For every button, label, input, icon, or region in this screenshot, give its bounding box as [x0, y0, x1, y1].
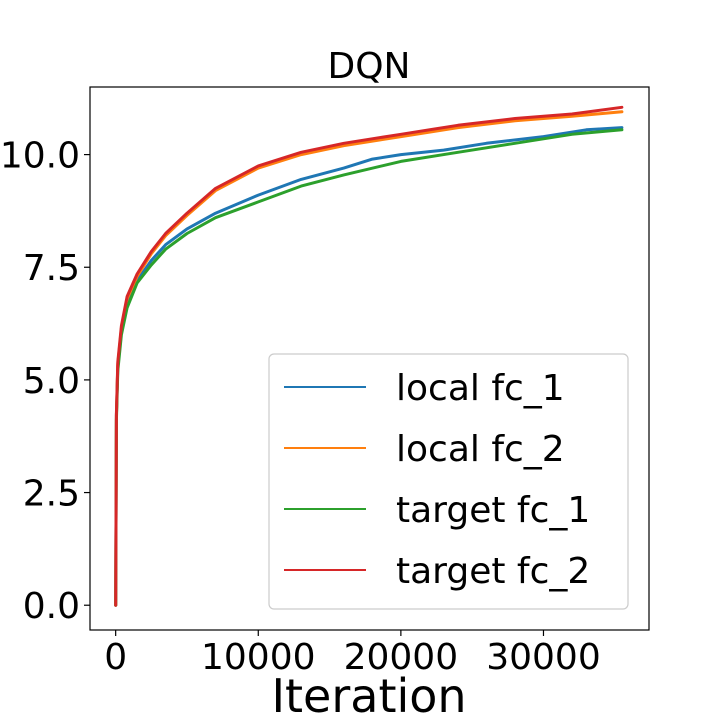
x-axis-ticks: 0 10000 20000 30000 [104, 630, 601, 678]
chart-title: DQN [328, 46, 411, 87]
y-axis-ticks: 0.0 2.5 5.0 7.5 10.0 [0, 136, 90, 627]
plot-area [89, 86, 650, 631]
legend-box [268, 353, 629, 610]
x-tick-label: 0 [104, 637, 127, 678]
x-tick-label: 30000 [486, 637, 601, 678]
x-tick-label: 20000 [344, 637, 459, 678]
x-axis-label: Iteration [271, 669, 466, 720]
x-tick-label: 10000 [201, 637, 316, 678]
legend-label-4: target fc_2 [396, 551, 590, 592]
series-layer [114, 105, 624, 607]
y-tick-label: 5.0 [23, 361, 80, 402]
series-line-4 [114, 105, 624, 607]
legend-label-3: target fc_1 [396, 490, 590, 531]
y-tick-label: 2.5 [23, 474, 80, 515]
legend-label-2: local fc_2 [396, 429, 565, 470]
y-tick-label: 0.0 [23, 586, 80, 627]
y-tick-label: 7.5 [23, 248, 80, 289]
y-tick-label: 10.0 [0, 136, 80, 177]
legend-label-1: local fc_1 [396, 368, 565, 409]
